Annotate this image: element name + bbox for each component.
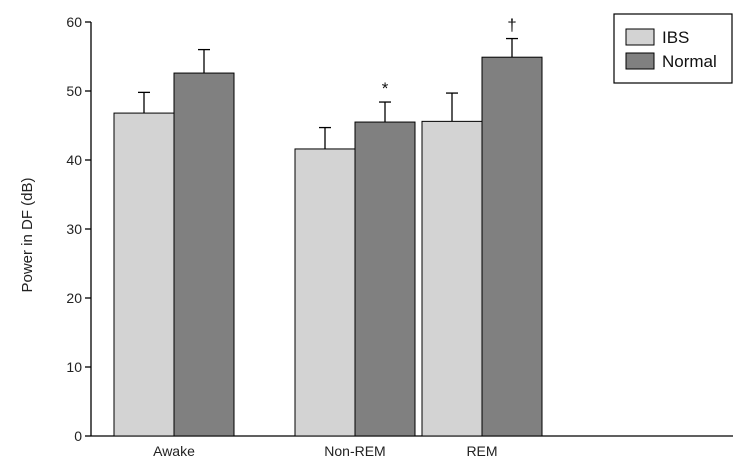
legend: IBS Normal (613, 13, 733, 84)
bar (113, 112, 175, 437)
bar (173, 72, 235, 437)
error-bars (138, 37, 518, 149)
significance-marker: * (382, 79, 389, 98)
bar (481, 56, 543, 437)
bar (354, 121, 416, 437)
significance-marker: † (507, 16, 516, 35)
legend-box (613, 13, 733, 84)
y-tick-label: 20 (66, 290, 82, 306)
y-tick-label: 40 (66, 152, 82, 168)
y-tick-label: 0 (74, 428, 82, 444)
legend-label: IBS (662, 28, 689, 47)
bar (421, 120, 483, 437)
bars (113, 56, 543, 437)
y-tick-label: 30 (66, 221, 82, 237)
annotations: *† (382, 16, 517, 98)
legend-label: Normal (662, 52, 717, 71)
x-category-label: Awake (153, 443, 195, 459)
x-category-label: Non-REM (324, 443, 385, 459)
axes: 0 10 20 30 40 50 60 Power in DF (dB) Awake Non-RE… (19, 14, 733, 459)
bar (294, 148, 356, 437)
y-tick-label: 60 (66, 14, 82, 30)
y-axis-title: Power in DF (dB) (19, 177, 36, 292)
y-tick-label: 50 (66, 83, 82, 99)
legend-swatch (625, 52, 655, 70)
y-tick-label: 10 (66, 359, 82, 375)
legend-swatch (625, 28, 655, 46)
x-category-label: REM (466, 443, 497, 459)
